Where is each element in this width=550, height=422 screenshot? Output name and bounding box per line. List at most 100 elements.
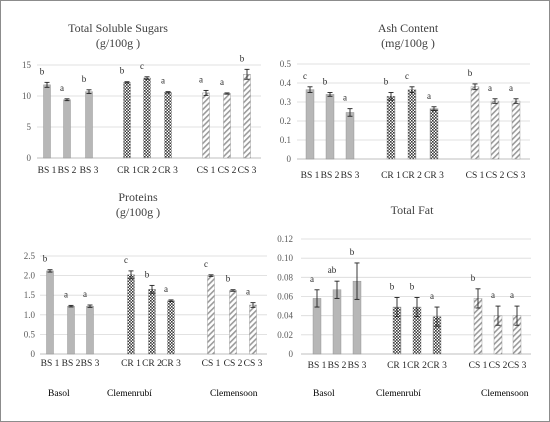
- x-tick-label: BS 3: [81, 359, 100, 369]
- x-tick-label: CR 1: [117, 166, 137, 176]
- x-tick-label: CR 3: [427, 361, 447, 371]
- x-tick-label: BS 2: [321, 171, 340, 181]
- group-labels: Basol Clemenrubí Clemensoon Basol Clemen…: [48, 389, 529, 399]
- significance-letter: a: [491, 290, 495, 300]
- y-tick-label: 0.3: [280, 97, 292, 107]
- significance-letter: a: [343, 93, 347, 103]
- significance-letter: b: [384, 77, 389, 87]
- x-tick-label: BS 2: [62, 359, 81, 369]
- x-tick-label: BS 1: [38, 166, 57, 176]
- y-tick-label: 2.5: [24, 251, 36, 261]
- x-tick-label: CS 1: [469, 361, 488, 371]
- chart-subtitle: (g/100g ): [116, 205, 160, 219]
- bar: [249, 304, 257, 355]
- x-tick-label: BS 1: [41, 359, 60, 369]
- y-tick-label: 15: [22, 60, 32, 70]
- bar: [345, 112, 355, 160]
- bar: [429, 108, 439, 160]
- x-tick-label: CR 2: [142, 359, 162, 369]
- bar: [305, 89, 315, 160]
- x-tick-label: CS 2: [218, 166, 237, 176]
- group-label-clemenrubi: Clemenrubí: [107, 389, 152, 399]
- bar: [86, 305, 94, 355]
- y-tick-label: 0: [31, 349, 36, 359]
- y-tick-label: 0.10: [277, 253, 293, 263]
- y-tick-label: 0.1: [280, 135, 291, 145]
- y-tick-label: 0.06: [277, 292, 293, 302]
- chart-panel-ash-content: Ash Content (mg/100g ) 0 0.1 0.2 0.3 0.4 0.5 c…: [280, 21, 530, 181]
- bar: [202, 92, 210, 159]
- chart-panel-total-soluble-sugars: Total Soluble Sugars (g/100g ) 0 5 10 15 b BS…: [22, 21, 261, 176]
- significance-letter: b: [145, 269, 150, 279]
- bar: [229, 290, 237, 355]
- y-tick-label: 0.08: [277, 272, 293, 282]
- x-tick-label: CR 1: [121, 359, 141, 369]
- significance-letter: a: [60, 83, 64, 93]
- bar: [148, 289, 156, 355]
- y-tick-label: 0.2: [280, 116, 291, 126]
- significance-letter: b: [226, 274, 231, 284]
- significance-letter: c: [204, 259, 208, 269]
- x-tick-label: BS 3: [80, 166, 99, 176]
- bar: [127, 274, 135, 355]
- x-tick-label: BS 2: [328, 361, 347, 371]
- x-tick-label: BS 2: [58, 166, 77, 176]
- y-tick-label: 0.12: [277, 234, 293, 244]
- significance-letter: a: [310, 274, 314, 284]
- chart-panel-proteins: Proteins (g/100g ) 0 0.5 1.0 1.5 2.0 2.5 b BS 1…: [24, 190, 267, 369]
- group-label-basol: Basol: [313, 389, 335, 399]
- bar: [511, 100, 521, 160]
- bar: [67, 305, 75, 355]
- bar: [490, 100, 500, 160]
- x-tick-label: BS 3: [348, 361, 367, 371]
- significance-letter: c: [405, 71, 409, 81]
- x-tick-label: CR 2: [137, 166, 157, 176]
- significance-letter: a: [427, 91, 431, 101]
- significance-letter: b: [410, 281, 415, 291]
- significance-letter: b: [43, 254, 48, 264]
- chart-subtitle: (g/100g ): [96, 36, 140, 50]
- significance-letter: c: [124, 255, 128, 265]
- significance-letter: b: [120, 66, 125, 76]
- bar: [243, 74, 251, 159]
- significance-letter: a: [220, 77, 224, 87]
- x-tick-label: CR 3: [158, 166, 178, 176]
- bar: [470, 86, 480, 160]
- x-tick-label: CS 2: [486, 171, 505, 181]
- x-tick-label: CS 1: [202, 359, 221, 369]
- chart-title: Ash Content: [378, 21, 439, 35]
- group-label-basol: Basol: [48, 389, 70, 399]
- x-tick-label: CS 3: [507, 171, 526, 181]
- bar: [207, 275, 215, 355]
- x-tick-label: CR 2: [407, 361, 427, 371]
- bar: [63, 99, 71, 159]
- y-tick-label: 2.0: [24, 271, 36, 281]
- bar: [85, 91, 93, 159]
- chart-panel-total-fat: Total Fat 0 0.02 0.04 0.06 0.08 0.10 0.12 a BS 1…: [277, 203, 531, 371]
- x-tick-label: CS 2: [224, 359, 243, 369]
- chart-title: Total Fat: [391, 203, 434, 217]
- y-tick-label: 0: [27, 153, 32, 163]
- y-tick-label: 0: [287, 154, 292, 164]
- significance-letter: b: [468, 68, 473, 78]
- x-tick-label: CS 3: [244, 359, 263, 369]
- significance-letter: a: [509, 83, 513, 93]
- significance-letter: b: [40, 66, 45, 76]
- y-tick-label: 0.02: [277, 330, 293, 340]
- group-label-clemensoon: Clemensoon: [481, 389, 529, 399]
- x-tick-label: CS 3: [508, 361, 527, 371]
- y-tick-label: 1.5: [24, 290, 36, 300]
- group-label-clemensoon: Clemensoon: [210, 389, 258, 399]
- group-label-clemenrubi: Clemenrubí: [376, 389, 421, 399]
- significance-letter: c: [140, 61, 144, 71]
- significance-letter: b: [471, 273, 476, 283]
- y-tick-label: 1.0: [24, 310, 36, 320]
- x-tick-label: CR 3: [161, 359, 181, 369]
- significance-letter: a: [64, 289, 68, 299]
- x-tick-label: CR 2: [402, 171, 422, 181]
- significance-letter: a: [510, 290, 514, 300]
- significance-letter: a: [164, 284, 168, 294]
- chart-title: Total Soluble Sugars: [68, 21, 168, 35]
- significance-letter: b: [82, 74, 87, 84]
- bar: [46, 270, 54, 355]
